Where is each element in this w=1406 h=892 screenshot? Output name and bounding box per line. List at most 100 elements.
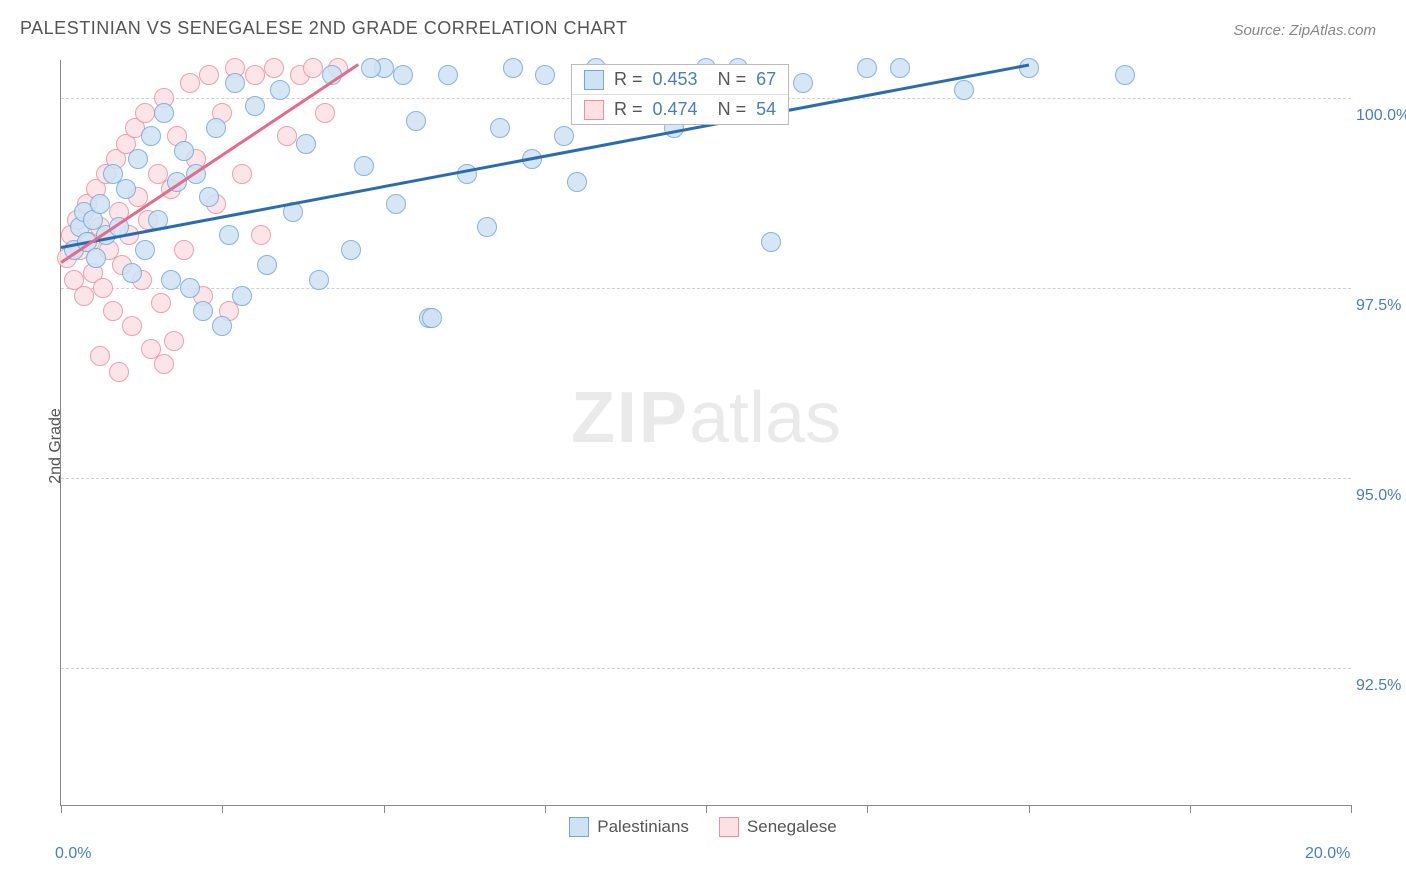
scatter-point (122, 263, 142, 283)
x-tick (1351, 805, 1352, 813)
scatter-point (174, 141, 194, 161)
scatter-point (128, 149, 148, 169)
scatter-point (174, 240, 194, 260)
stats-box: R = 0.453 N = 67R = 0.474 N = 54 (571, 64, 789, 125)
gridline (61, 478, 1351, 479)
scatter-point (393, 65, 413, 85)
scatter-point (90, 194, 110, 214)
scatter-point (567, 172, 587, 192)
scatter-point (151, 293, 171, 313)
legend-label: Palestinians (597, 817, 689, 837)
scatter-point (438, 65, 458, 85)
stat-r-label: R = (614, 99, 643, 120)
scatter-point (141, 126, 161, 146)
scatter-point (251, 225, 271, 245)
scatter-point (954, 80, 974, 100)
y-tick-label: 95.0% (1356, 487, 1406, 505)
scatter-point (761, 232, 781, 252)
scatter-point (180, 73, 200, 93)
scatter-point (199, 187, 219, 207)
x-tick (384, 805, 385, 813)
scatter-point (270, 80, 290, 100)
scatter-point (122, 316, 142, 336)
x-tick (222, 805, 223, 813)
scatter-point (793, 73, 813, 93)
scatter-point (164, 331, 184, 351)
stats-row: R = 0.474 N = 54 (572, 95, 788, 124)
x-tick (1190, 805, 1191, 813)
legend-label: Senegalese (747, 817, 837, 837)
scatter-point (264, 58, 284, 78)
stat-n-value: 67 (756, 69, 776, 90)
scatter-point (535, 65, 555, 85)
scatter-point (180, 278, 200, 298)
scatter-point (161, 270, 181, 290)
scatter-point (116, 179, 136, 199)
legend-item: Senegalese (719, 817, 837, 837)
x-tick-label: 20.0% (1305, 845, 1350, 863)
scatter-point (257, 255, 277, 275)
legend-item: Palestinians (569, 817, 689, 837)
watermark: ZIPatlas (571, 377, 841, 459)
legend-swatch (584, 70, 604, 90)
scatter-point (277, 126, 297, 146)
scatter-point (93, 278, 113, 298)
scatter-point (154, 103, 174, 123)
scatter-point (109, 362, 129, 382)
scatter-point (890, 58, 910, 78)
source-label: Source: ZipAtlas.com (1233, 22, 1376, 39)
scatter-point (361, 58, 381, 78)
scatter-point (86, 248, 106, 268)
scatter-point (503, 58, 523, 78)
scatter-point (103, 301, 123, 321)
legend-swatch (584, 100, 604, 120)
scatter-point (193, 301, 213, 321)
scatter-point (154, 354, 174, 374)
scatter-point (206, 118, 226, 138)
scatter-point (315, 103, 335, 123)
stats-row: R = 0.453 N = 67 (572, 65, 788, 95)
stat-r-value: 0.474 (653, 99, 698, 120)
scatter-point (90, 346, 110, 366)
watermark-atlas: atlas (689, 378, 841, 458)
gridline (61, 288, 1351, 289)
scatter-point (309, 270, 329, 290)
x-tick (61, 805, 62, 813)
scatter-point (354, 156, 374, 176)
stat-n-value: 54 (756, 99, 776, 120)
scatter-point (386, 194, 406, 214)
scatter-point (135, 103, 155, 123)
scatter-point (554, 126, 574, 146)
scatter-point (232, 286, 252, 306)
scatter-point (477, 217, 497, 237)
y-tick-label: 97.5% (1356, 297, 1406, 315)
stat-r-label: R = (614, 69, 643, 90)
x-tick (545, 805, 546, 813)
scatter-point (296, 134, 316, 154)
chart-container: PALESTINIAN VS SENEGALESE 2ND GRADE CORR… (0, 0, 1406, 892)
scatter-point (490, 118, 510, 138)
legend-swatch (719, 817, 739, 837)
stat-n-label: N = (708, 99, 747, 120)
scatter-point (245, 65, 265, 85)
scatter-point (303, 58, 323, 78)
stat-r-value: 0.453 (653, 69, 698, 90)
scatter-point (225, 73, 245, 93)
watermark-zip: ZIP (571, 378, 689, 458)
legend: Palestinians Senegalese (0, 817, 1406, 837)
scatter-point (219, 225, 239, 245)
scatter-point (232, 164, 252, 184)
y-tick-label: 100.0% (1356, 107, 1406, 125)
x-tick (867, 805, 868, 813)
scatter-point (199, 65, 219, 85)
x-tick (1029, 805, 1030, 813)
x-tick (706, 805, 707, 813)
chart-title: PALESTINIAN VS SENEGALESE 2ND GRADE CORR… (20, 18, 628, 39)
scatter-point (857, 58, 877, 78)
scatter-point (422, 308, 442, 328)
scatter-point (406, 111, 426, 131)
plot-area: ZIPatlas 92.5%95.0%97.5%100.0%R = 0.453 … (60, 60, 1351, 806)
legend-swatch (569, 817, 589, 837)
gridline (61, 668, 1351, 669)
scatter-point (341, 240, 361, 260)
